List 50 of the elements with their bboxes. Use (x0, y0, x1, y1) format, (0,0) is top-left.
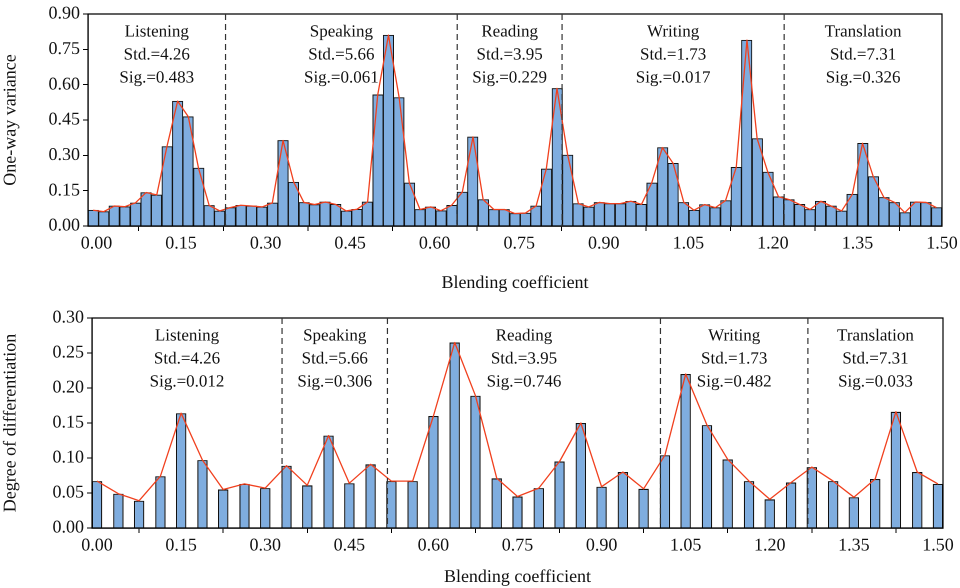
annotation: Reading Std.=3.95 Sig.=0.746 (486, 325, 562, 390)
annotation: Translation Std.=7.31 Sig.=0.033 (837, 325, 914, 390)
x-axis-title: Blending coefficient (441, 272, 589, 292)
y-tick-label: 0.30 (48, 144, 80, 164)
x-tick-label: 0.00 (80, 232, 112, 253)
x-tick-label: 0.45 (334, 534, 366, 555)
y-tick-label: 0.20 (52, 376, 84, 397)
annotation: Listening Std.=4.26 Sig.=0.483 (119, 21, 194, 86)
y-tick-label: 0.15 (52, 412, 84, 432)
x-tick-label: 1.50 (922, 534, 954, 555)
x-tick-label: 0.15 (165, 534, 197, 555)
y-tick-label: 0.25 (52, 342, 84, 362)
annotation: Writing Std.=1.73 Sig.=0.017 (636, 21, 711, 86)
x-tick-label: 0.15 (165, 232, 197, 253)
annotation: Writing Std.=1.73 Sig.=0.482 (696, 325, 772, 390)
y-tick-label: 0.90 (48, 2, 80, 23)
annotation: Speaking Std.=5.66 Sig.=0.306 (297, 325, 372, 390)
x-tick-label: 0.90 (586, 534, 618, 555)
x-tick-label: 0.30 (250, 232, 282, 253)
x-tick-label: 0.60 (418, 232, 450, 253)
y-tick-label: 0.00 (48, 214, 80, 235)
x-tick-label: 1.05 (672, 232, 704, 253)
x-tick-label: 1.05 (670, 534, 702, 555)
y-tick-label: 0.45 (48, 108, 80, 129)
x-tick-label: 0.90 (588, 232, 620, 253)
x-tick-label: 1.50 (926, 232, 958, 253)
annotation: Speaking Std.=5.66 Sig.=0.061 (304, 21, 379, 86)
x-tick-label: 0.75 (503, 232, 535, 253)
y-tick-label: 0.30 (52, 306, 84, 327)
annotation: Listening Std.=4.26 Sig.=0.012 (150, 325, 224, 390)
y-tick-label: 0.60 (48, 73, 80, 94)
annotation: Translation Std.=7.31 Sig.=0.326 (824, 21, 902, 86)
x-axis-title: Blending coefficient (444, 566, 592, 586)
x-tick-label: 1.35 (842, 232, 874, 253)
y-tick-label: 0.00 (52, 516, 84, 537)
x-tick-label: 0.30 (249, 534, 281, 555)
y-axis-title: Degree of differentiation (0, 334, 20, 512)
annotation: Reading Std.=3.95 Sig.=0.229 (472, 21, 548, 86)
x-tick-label: 1.20 (757, 232, 789, 253)
x-tick-label: 1.35 (838, 534, 870, 555)
x-tick-label: 0.00 (81, 534, 113, 555)
x-tick-label: 0.75 (502, 534, 534, 555)
x-tick-label: 0.60 (418, 534, 450, 555)
x-tick-label: 1.20 (754, 534, 786, 555)
y-tick-label: 0.15 (48, 179, 80, 200)
y-tick-label: 0.75 (48, 38, 80, 58)
y-axis-title: One-way variance (0, 54, 20, 186)
x-tick-label: 0.45 (334, 232, 366, 253)
y-tick-label: 0.05 (52, 482, 84, 502)
y-tick-label: 0.10 (52, 446, 84, 467)
